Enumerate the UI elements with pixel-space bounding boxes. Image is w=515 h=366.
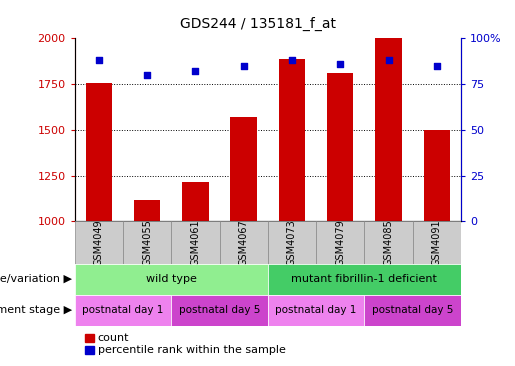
Text: count: count [98, 333, 129, 343]
Bar [279, 59, 305, 221]
Text: GSM4079: GSM4079 [335, 219, 345, 266]
Text: GDS244 / 135181_f_at: GDS244 / 135181_f_at [180, 17, 335, 31]
Text: postnatal day 1: postnatal day 1 [82, 305, 164, 315]
Bar [134, 201, 160, 221]
Text: mutant fibrillin-1 deficient: mutant fibrillin-1 deficient [291, 274, 437, 284]
Bar [327, 73, 353, 221]
Bar [85, 83, 112, 221]
Bar [413, 221, 461, 264]
Point [191, 68, 199, 74]
Text: genotype/variation ▶: genotype/variation ▶ [0, 274, 72, 284]
Text: postnatal day 5: postnatal day 5 [179, 305, 260, 315]
Bar [365, 295, 461, 326]
Point [143, 72, 151, 78]
Text: GSM4085: GSM4085 [384, 219, 393, 266]
Text: GSM4073: GSM4073 [287, 219, 297, 266]
Text: GSM4055: GSM4055 [142, 219, 152, 266]
Text: GSM4091: GSM4091 [432, 219, 442, 266]
Bar [75, 264, 268, 295]
Bar [230, 117, 257, 221]
Bar [182, 182, 209, 221]
Bar [268, 295, 365, 326]
Text: percentile rank within the sample: percentile rank within the sample [98, 345, 286, 355]
Point [384, 57, 392, 63]
Text: GSM4049: GSM4049 [94, 219, 104, 266]
Point [239, 63, 248, 69]
Text: GSM4061: GSM4061 [191, 219, 200, 266]
Text: postnatal day 5: postnatal day 5 [372, 305, 453, 315]
Text: development stage ▶: development stage ▶ [0, 305, 72, 315]
Bar [171, 221, 219, 264]
Bar [268, 264, 461, 295]
Bar [316, 221, 365, 264]
Bar [123, 221, 171, 264]
Text: postnatal day 1: postnatal day 1 [276, 305, 357, 315]
Point [433, 63, 441, 69]
Text: GSM4067: GSM4067 [238, 219, 249, 266]
Bar [365, 221, 413, 264]
Point [336, 61, 345, 67]
Bar [75, 221, 123, 264]
Point [288, 57, 296, 63]
Bar [171, 295, 268, 326]
Point [95, 57, 103, 63]
Bar [375, 38, 402, 221]
Bar [219, 221, 268, 264]
Bar [75, 295, 171, 326]
Bar [268, 221, 316, 264]
Bar [423, 130, 450, 221]
Text: wild type: wild type [146, 274, 197, 284]
